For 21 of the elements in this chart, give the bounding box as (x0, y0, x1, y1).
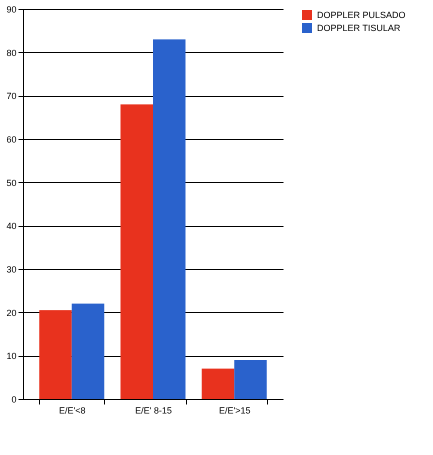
y-tick-label: 70 (6, 91, 16, 102)
legend-label: DOPPLER PULSADO (317, 10, 406, 20)
y-tick-label: 90 (6, 4, 16, 14)
x-tick-label: E/E'<8 (59, 406, 86, 416)
bar (234, 360, 267, 399)
x-tick-label: E/E' 8-15 (135, 406, 172, 416)
y-tick-label: 20 (6, 308, 16, 318)
y-tick-label: 80 (6, 48, 16, 58)
y-tick-label: 10 (6, 351, 16, 362)
bar (202, 368, 234, 399)
y-tick-label: 40 (6, 221, 16, 232)
y-tick-label: 60 (6, 134, 16, 144)
bar (72, 304, 104, 399)
legend-label: DOPPLER TISULAR (317, 23, 401, 33)
bar (120, 104, 153, 399)
y-tick-label: 50 (6, 178, 16, 188)
bar (153, 39, 186, 399)
x-tick-label: E/E'>15 (219, 406, 250, 416)
y-tick-label: 0 (11, 394, 16, 404)
bar (39, 310, 72, 399)
y-tick-label: 30 (6, 264, 16, 274)
